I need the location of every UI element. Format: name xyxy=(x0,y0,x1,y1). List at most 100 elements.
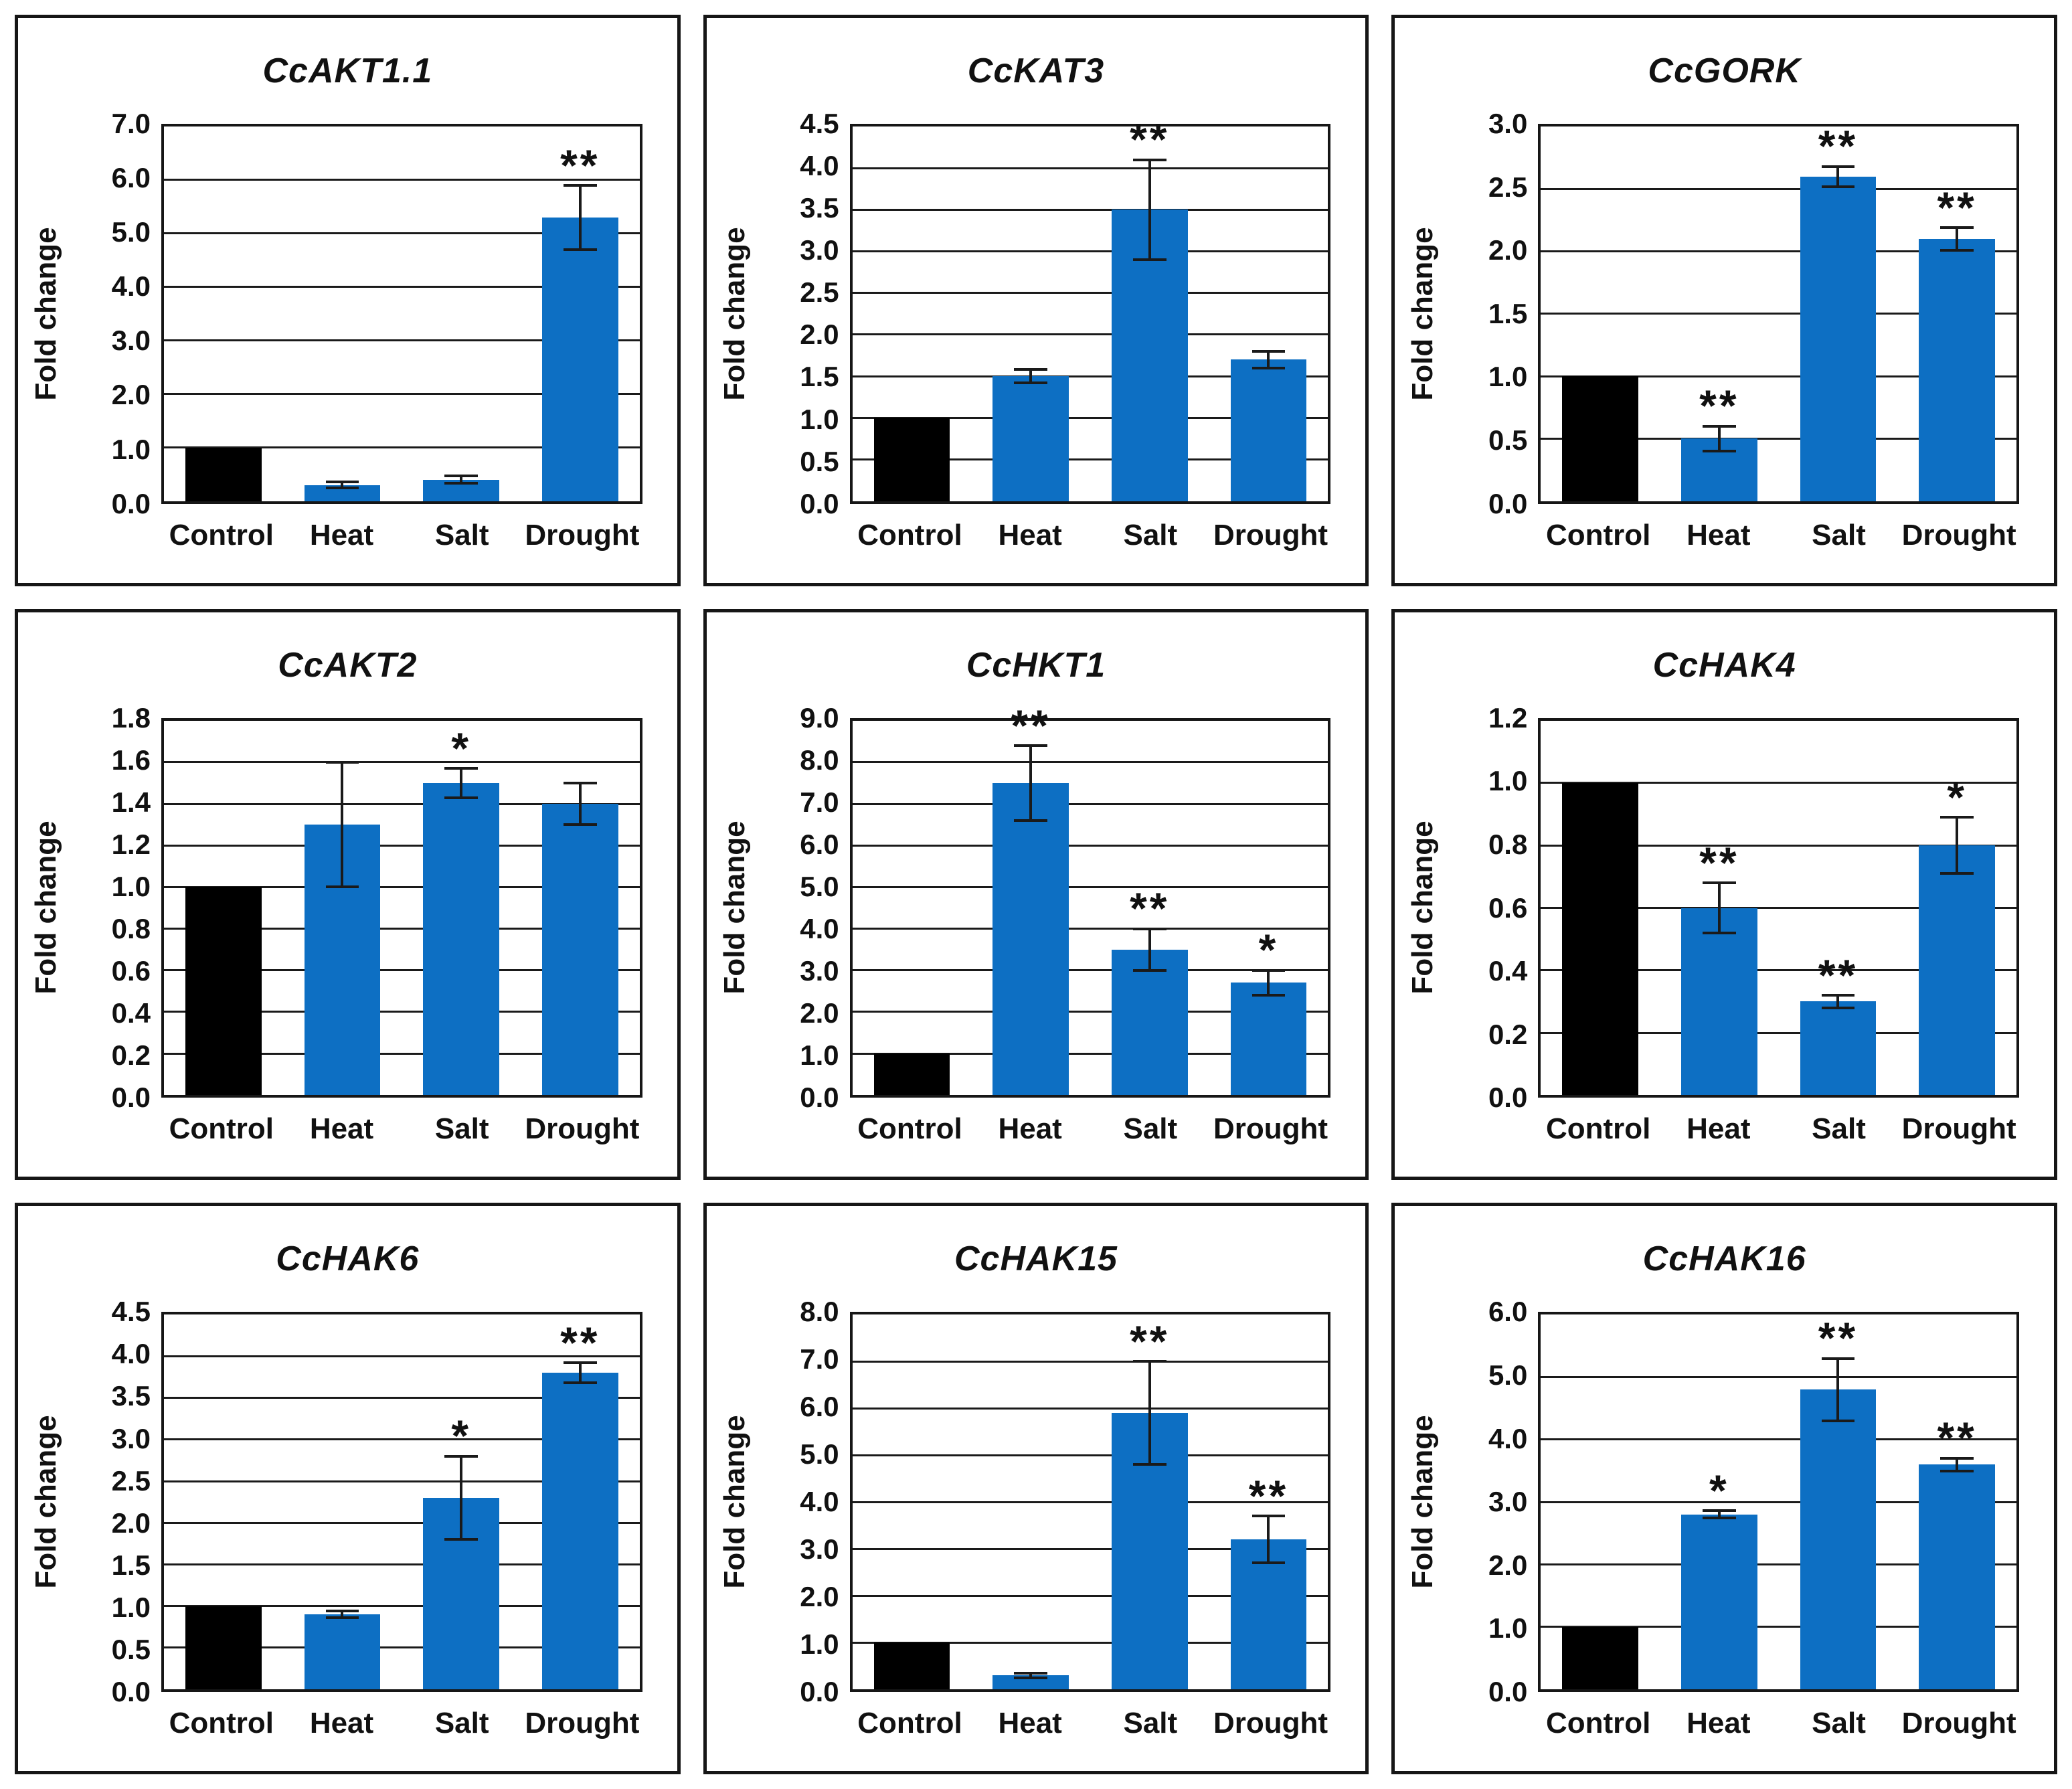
x-axis-category-label: Control xyxy=(857,518,962,551)
gridline xyxy=(164,844,640,847)
gridline xyxy=(164,1052,640,1055)
y-axis-tick-label: 0.0 xyxy=(1488,487,1528,519)
y-axis-label: Fold change xyxy=(1406,227,1440,401)
x-axis-category-label: Heat xyxy=(309,1707,374,1739)
chart-title: CcHAK16 xyxy=(1642,1240,1806,1279)
error-bar xyxy=(460,768,463,798)
y-axis-tick-label: 2.0 xyxy=(1488,234,1528,266)
y-axis-tick-label: 0.4 xyxy=(1488,955,1528,987)
gridline xyxy=(164,393,640,396)
y-axis-tick-label: 0.8 xyxy=(111,913,151,945)
gridline xyxy=(164,286,640,288)
chart-title: CcKAT3 xyxy=(967,52,1105,90)
error-bar-cap xyxy=(1014,1671,1048,1675)
gridline xyxy=(852,375,1328,377)
significance-marker: ** xyxy=(1130,114,1170,165)
y-axis: Fold change xyxy=(707,718,763,1098)
bar-salt xyxy=(1800,176,1877,501)
gridline xyxy=(852,167,1328,169)
gridline xyxy=(852,1547,1328,1550)
chart-panel-4: CcAKT2 Fold change 0.0 0.2 0.4 0.6 0.8 1.0 1.2… xyxy=(15,608,681,1181)
bar-control xyxy=(1562,376,1638,501)
significance-marker: ** xyxy=(1937,1413,1977,1463)
gridline xyxy=(1541,1563,2016,1565)
gridline xyxy=(164,1521,640,1524)
gridline xyxy=(164,339,640,342)
significance-marker: * xyxy=(451,723,471,773)
y-axis-tick-label: 2.0 xyxy=(111,1507,151,1539)
y-axis-tick-label: 1.0 xyxy=(800,1628,839,1660)
error-bar-cap xyxy=(1702,1509,1736,1513)
bar-salt xyxy=(1800,1389,1877,1689)
error-bar xyxy=(578,1363,582,1383)
bar-control xyxy=(185,447,262,501)
x-axis-labels: Control Heat Salt Drought xyxy=(850,1692,1331,1771)
chart-title: CcHAK4 xyxy=(1652,645,1796,685)
y-axis-ticks: 0.0 1.0 2.0 3.0 4.0 5.0 6.0 7.0 8.0 xyxy=(763,1298,850,1706)
bar-heat xyxy=(992,1675,1069,1689)
x-axis-labels: Control Heat Salt Drought xyxy=(1538,1098,2019,1177)
chart-panel-7: CcHAK6 Fold change 0.0 0.5 1.0 1.5 2.0 2.5 3.0… xyxy=(15,1203,681,1774)
gridline xyxy=(852,1011,1328,1013)
y-axis-tick-label: 0.5 xyxy=(1488,424,1528,456)
gridline xyxy=(852,1052,1328,1055)
error-bar-cap xyxy=(1251,994,1286,997)
bar-drought xyxy=(541,1373,618,1689)
gridline xyxy=(164,969,640,972)
error-bar-cap xyxy=(1821,1419,1855,1422)
error-bar-cap xyxy=(1132,258,1167,261)
error-bar-cap xyxy=(444,796,479,799)
plot-area: ** ** xyxy=(849,1312,1331,1692)
error-bar-cap xyxy=(325,480,359,483)
y-axis-ticks: 0.0 0.5 1.0 1.5 2.0 2.5 3.0 3.5 4.0 4.5 xyxy=(74,1298,161,1706)
error-bar xyxy=(1956,817,1959,874)
significance-marker: ** xyxy=(560,140,600,190)
plot-area: * xyxy=(161,717,642,1098)
y-axis-tick-label: 6.0 xyxy=(800,828,839,860)
error-bar-cap xyxy=(1821,1357,1855,1360)
y-axis: Fold change xyxy=(18,718,74,1098)
error-bar-cap xyxy=(1940,1456,1974,1460)
error-bar xyxy=(1836,166,1840,187)
y-axis-tick-label: 1.6 xyxy=(111,744,151,776)
y-axis-tick-label: 3.0 xyxy=(111,325,151,357)
y-axis-tick-label: 1.0 xyxy=(800,403,839,435)
error-bar xyxy=(341,762,344,887)
x-axis-category-label: Drought xyxy=(1901,1112,2016,1146)
significance-marker: * xyxy=(1709,1465,1729,1515)
gridline xyxy=(852,802,1328,805)
bar-heat xyxy=(304,1614,381,1689)
y-axis-ticks: 0.0 0.2 0.4 0.6 0.8 1.0 1.2 xyxy=(1451,703,1538,1112)
y-axis-tick-label: 0.4 xyxy=(111,997,151,1029)
y-axis-tick-label: 9.0 xyxy=(800,701,839,734)
y-axis-tick-label: 0.0 xyxy=(111,487,151,519)
gridline xyxy=(852,1641,1328,1644)
y-axis-tick-label: 0.0 xyxy=(800,1082,839,1114)
bar-salt xyxy=(423,782,499,1096)
plot-area: ***** xyxy=(849,703,1331,1098)
x-axis-labels: Control Heat Salt Drought xyxy=(1538,504,2019,583)
chart-title: CcHAK15 xyxy=(954,1240,1118,1279)
error-bar-cap xyxy=(1132,158,1167,161)
x-axis-category-label: Heat xyxy=(998,1707,1062,1739)
gridline xyxy=(164,1480,640,1482)
y-axis-tick-label: 8.0 xyxy=(800,1296,839,1328)
gridline xyxy=(1541,844,2016,847)
x-axis-category-label: Drought xyxy=(1213,518,1328,551)
error-bar xyxy=(1267,1516,1270,1563)
x-axis-category-label: Drought xyxy=(525,1112,640,1146)
y-axis-tick-label: 1.5 xyxy=(800,361,839,393)
y-axis-tick-label: 4.5 xyxy=(111,1296,151,1328)
gridline xyxy=(1541,1438,2016,1441)
y-axis-tick-label: 0.6 xyxy=(1488,891,1528,924)
y-axis-tick-label: 4.0 xyxy=(111,1338,151,1370)
gridline xyxy=(1541,907,2016,909)
error-bar-cap xyxy=(1014,1676,1048,1679)
y-axis-tick-label: 0.0 xyxy=(111,1082,151,1114)
x-axis-category-label: Salt xyxy=(1123,1707,1178,1739)
bar-heat xyxy=(304,485,381,501)
error-bar xyxy=(1148,928,1151,970)
gridline xyxy=(1541,437,2016,440)
error-bar xyxy=(1148,159,1151,260)
x-axis-category-label: Drought xyxy=(1213,1112,1328,1146)
